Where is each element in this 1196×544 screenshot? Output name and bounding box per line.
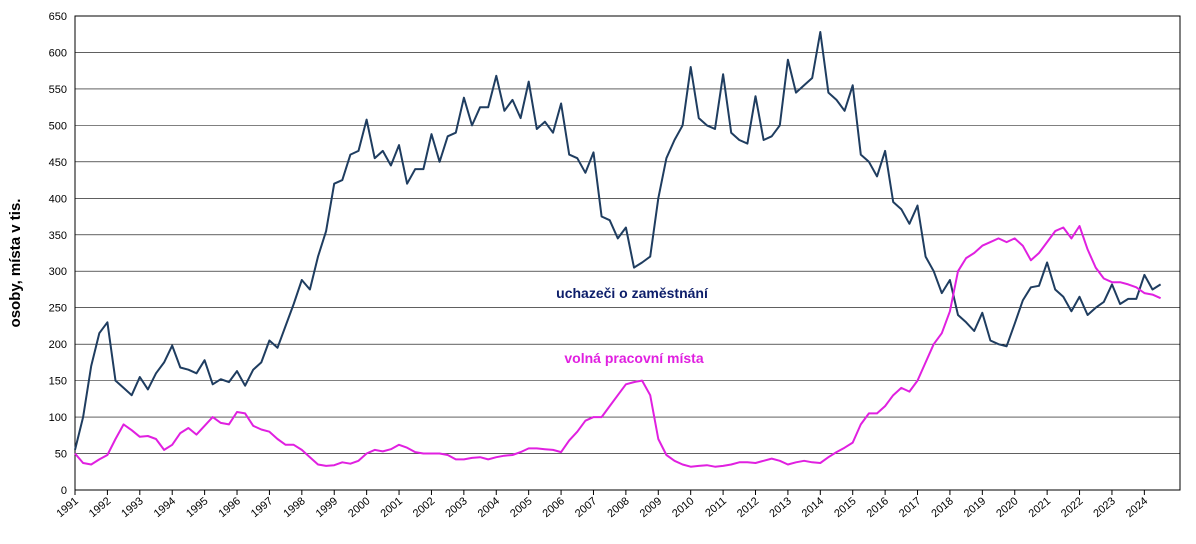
x-tick-label: 2007 <box>573 495 599 520</box>
x-tick-label: 1997 <box>249 495 275 520</box>
x-tick-label: 2009 <box>638 495 664 520</box>
x-tick-label: 2000 <box>346 495 372 520</box>
x-tick-label: 2015 <box>832 495 858 520</box>
x-tick-label: 1996 <box>216 495 242 520</box>
y-tick-label: 550 <box>49 84 67 96</box>
x-tick-label: 1991 <box>54 495 80 520</box>
y-tick-label: 500 <box>49 120 67 132</box>
series-line <box>74 31 1162 451</box>
x-tick-label: 2014 <box>800 495 826 520</box>
x-tick-label: 1993 <box>119 495 145 520</box>
x-tick-label: 1992 <box>87 495 113 520</box>
y-axis-label: osoby, místa v tis. <box>7 199 24 328</box>
x-tick-label: 2002 <box>411 495 437 520</box>
x-tick-label: 2013 <box>767 495 793 520</box>
x-tick-label: 2019 <box>962 495 988 520</box>
x-tick-label: 2022 <box>1059 495 1085 520</box>
x-tick-label: 2004 <box>476 495 502 520</box>
x-tick-label: 2012 <box>735 495 761 520</box>
x-tick-label: 2023 <box>1091 495 1117 520</box>
x-tick-label: 1995 <box>184 495 210 520</box>
x-tick-label: 1994 <box>152 495 178 520</box>
annotation: volná pracovní místa <box>564 350 703 366</box>
x-tick-label: 2024 <box>1124 495 1150 520</box>
x-tick-label: 2018 <box>929 495 955 520</box>
y-tick-label: 100 <box>49 412 67 424</box>
x-tick-label: 2021 <box>1027 495 1053 520</box>
x-tick-label: 2006 <box>541 495 567 520</box>
y-tick-label: 450 <box>49 157 67 169</box>
y-tick-label: 200 <box>49 339 67 351</box>
y-tick-label: 150 <box>49 376 67 388</box>
x-tick-label: 2010 <box>670 495 696 520</box>
x-tick-label: 2005 <box>508 495 534 520</box>
y-tick-label: 0 <box>61 485 67 497</box>
y-tick-label: 400 <box>49 193 67 205</box>
x-tick-label: 2017 <box>897 495 923 520</box>
x-tick-label: 2008 <box>605 495 631 520</box>
x-tick-label: 2011 <box>703 495 729 519</box>
y-tick-label: 350 <box>49 230 67 242</box>
y-tick-label: 250 <box>49 303 67 315</box>
x-tick-label: 2003 <box>443 495 469 520</box>
series-line <box>74 225 1162 468</box>
x-tick-label: 2020 <box>994 495 1020 520</box>
x-tick-label: 1999 <box>314 495 340 520</box>
x-tick-label: 2016 <box>865 495 891 520</box>
plot-area <box>74 15 1181 491</box>
y-tick-label: 300 <box>49 266 67 278</box>
y-tick-label: 650 <box>49 11 67 23</box>
y-tick-label: 600 <box>49 47 67 59</box>
x-tick-label: 2001 <box>379 495 405 520</box>
x-tick-label: 1998 <box>281 495 307 520</box>
y-tick-label: 50 <box>55 449 67 461</box>
annotation: uchazeči o zaměstnání <box>556 285 709 301</box>
